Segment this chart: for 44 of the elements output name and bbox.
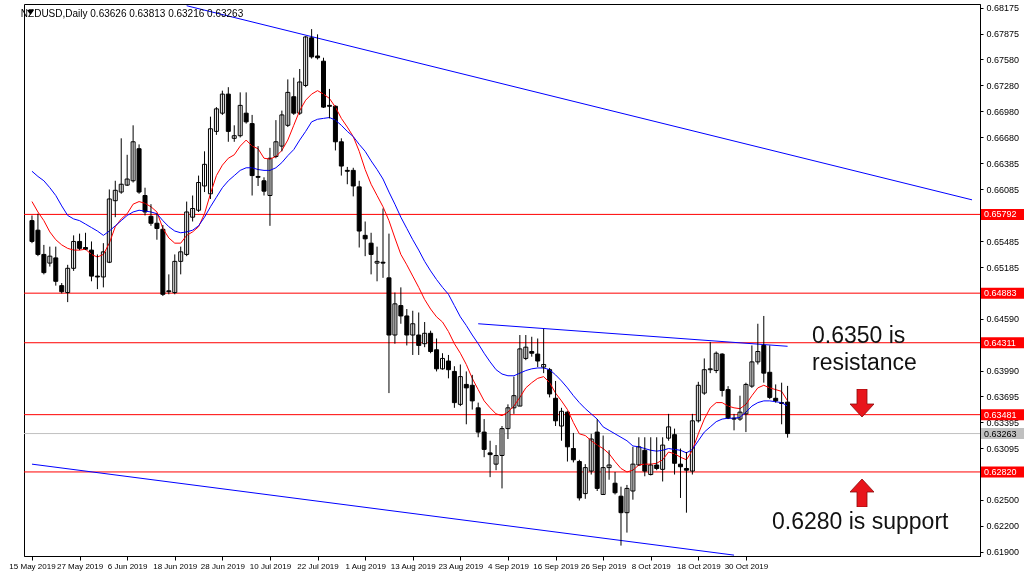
- ref-line-label: 0.64883: [984, 288, 1017, 299]
- y-tick-label: 0.66385: [986, 158, 1020, 169]
- x-tick-label: 27 May 2019: [56, 561, 104, 571]
- y-tick-label: 0.66980: [986, 106, 1020, 117]
- ref-line-label: 0.65792: [984, 209, 1017, 220]
- y-tick-label: 0.63095: [986, 443, 1020, 454]
- x-tick-label: 13 Aug 2019: [390, 561, 437, 571]
- x-tick-label: 30 Oct 2019: [724, 561, 769, 571]
- ref-line-label: 0.63481: [984, 409, 1017, 420]
- y-tick-label: 0.65485: [986, 236, 1020, 247]
- y-tick-label: 0.66680: [986, 132, 1020, 143]
- x-tick-label: 6 Jun 2019: [107, 561, 149, 571]
- y-tick-label: 0.63990: [986, 366, 1020, 377]
- x-tick-label: 1 Aug 2019: [345, 561, 387, 571]
- ref-line-label: 0.64311: [984, 337, 1016, 348]
- annotation: 0.6350 is resistance: [812, 322, 918, 376]
- x-tick-label: 18 Jun 2019: [153, 561, 198, 571]
- y-tick-label: 0.61900: [986, 547, 1020, 558]
- y-tick-label: 0.66085: [986, 184, 1020, 195]
- y-tick-label: 0.68175: [986, 3, 1020, 14]
- y-tick-label: 0.62500: [986, 495, 1020, 506]
- y-tick-label: 0.67280: [986, 80, 1020, 91]
- x-tick-label: 23 Aug 2019: [438, 561, 484, 571]
- x-tick-label: 4 Sep 2019: [487, 561, 530, 571]
- annotation: 0.6280 is support: [772, 508, 950, 535]
- x-tick-label: 28 Jun 2019: [200, 561, 246, 571]
- x-tick-label: 22 Jul 2019: [297, 561, 340, 571]
- candlestick: [255, 145, 261, 187]
- ref-line-label: 0.63263: [984, 428, 1017, 439]
- x-tick-label: 8 Oct 2019: [631, 561, 672, 571]
- y-tick-label: 0.67875: [986, 29, 1020, 40]
- y-tick-label: 0.63695: [986, 391, 1020, 402]
- x-tick-label: 26 Sep 2019: [580, 561, 627, 571]
- y-tick-label: 0.63395: [986, 417, 1020, 428]
- y-tick-label: 0.64590: [986, 314, 1020, 325]
- ref-line-label: 0.62820: [984, 466, 1017, 477]
- y-tick-label: 0.65185: [986, 262, 1020, 273]
- y-tick-label: 0.62200: [986, 521, 1020, 532]
- x-tick-label: 18 Oct 2019: [677, 561, 722, 571]
- x-tick-label: 10 Jul 2019: [249, 561, 292, 571]
- x-tick-label: 16 Sep 2019: [533, 561, 580, 571]
- x-tick-label: 15 May 2019: [9, 561, 57, 571]
- y-tick-label: 0.67580: [986, 54, 1020, 65]
- candlestick: [487, 440, 493, 478]
